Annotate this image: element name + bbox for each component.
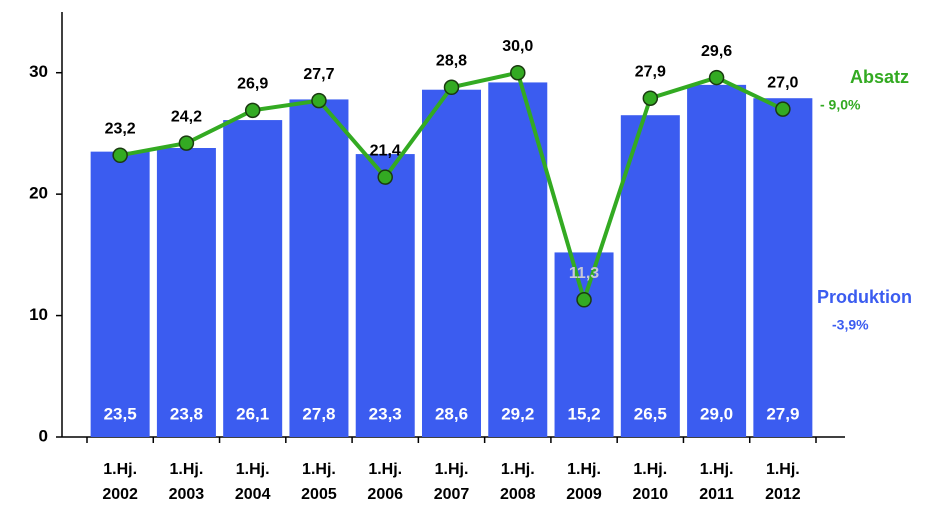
- bar: [554, 252, 614, 437]
- line-point: [112, 147, 128, 164]
- line-point: [576, 292, 592, 308]
- line-point: [708, 69, 725, 86]
- bar-value-label: 23,8: [170, 404, 203, 423]
- line-value-label: 23,2: [105, 121, 136, 138]
- x-tick-label: 1.Hj. 2009: [566, 461, 602, 503]
- line-point: [311, 92, 327, 109]
- bar: [223, 120, 283, 438]
- bar-value-label: 23,3: [369, 404, 402, 423]
- line-point: [642, 90, 659, 106]
- annotation-absatz: - 9,0%: [820, 97, 861, 113]
- line-point: [443, 79, 460, 96]
- x-tick-label: 1.Hj. 2007: [434, 461, 470, 503]
- bar-value-label: 23,5: [104, 404, 137, 423]
- x-tick-label: 1.Hj. 2006: [367, 461, 403, 503]
- line-value-label: 27,0: [767, 74, 798, 91]
- bar: [355, 154, 415, 438]
- annotation-produktion: -3,9%: [832, 317, 869, 333]
- y-tick-label: 20: [29, 184, 48, 203]
- bar-value-label: 28,6: [435, 404, 468, 423]
- bar: [753, 98, 813, 437]
- line-value-label: 30,0: [502, 38, 533, 55]
- line-point: [775, 101, 791, 117]
- line-value-label: 21,4: [370, 142, 401, 159]
- bar: [422, 89, 481, 437]
- legend-produktion: Produktion: [817, 287, 912, 307]
- x-tick-label: 1.Hj. 2004: [235, 461, 271, 503]
- line-value-label: 27,7: [303, 66, 334, 83]
- legend-absatz: Absatz: [850, 67, 909, 87]
- line-point: [178, 135, 195, 151]
- x-tick-label: 1.Hj. 2005: [301, 461, 337, 503]
- line-value-label: 26,9: [237, 76, 268, 93]
- x-tick-label: 1.Hj. 2011: [699, 461, 734, 503]
- bar-value-label: 15,2: [567, 404, 600, 423]
- x-tick-label: 1.Hj. 2008: [500, 461, 536, 503]
- bar-value-label: 27,8: [302, 404, 335, 423]
- bar: [156, 148, 216, 437]
- y-tick-label: 30: [29, 62, 48, 81]
- line-point: [377, 169, 393, 185]
- bar-value-label: 29,0: [700, 404, 733, 423]
- bar: [289, 99, 349, 437]
- line-point: [244, 102, 261, 119]
- bar: [488, 82, 548, 437]
- bar: [90, 151, 150, 437]
- line-value-label: 28,8: [436, 53, 467, 70]
- line-value-label: 24,2: [171, 108, 202, 125]
- x-tick-label: 1.Hj. 2003: [169, 461, 205, 503]
- x-tick-label: 1.Hj. 2012: [765, 461, 801, 503]
- bar-value-label: 27,9: [766, 404, 799, 423]
- line-value-label: 29,6: [701, 43, 732, 60]
- x-tick-label: 1.Hj. 2002: [102, 461, 138, 503]
- bar: [687, 84, 747, 437]
- line-point: [510, 64, 526, 81]
- y-tick-label: 0: [39, 426, 48, 445]
- x-tick-label: 1.Hj. 2010: [633, 461, 669, 503]
- bar-value-label: 26,5: [634, 404, 667, 423]
- line-value-label: 27,9: [635, 63, 666, 80]
- line-value-label: 11,3: [569, 265, 599, 282]
- bar: [620, 115, 680, 437]
- y-tick-label: 10: [29, 305, 48, 324]
- bar-value-label: 26,1: [236, 404, 269, 423]
- bar-value-label: 29,2: [501, 404, 534, 423]
